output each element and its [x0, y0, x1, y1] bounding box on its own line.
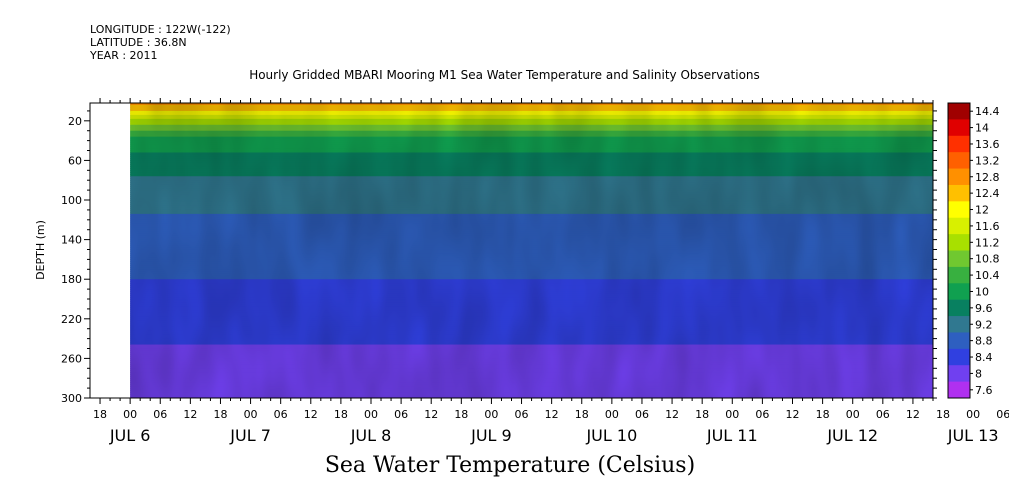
x-axis: 18 00 06 12 18 00 06 12 18 00 06 12 18 00 06 12 18 00 06 12… — [93, 398, 1009, 445]
x-tick-label: 12 — [183, 408, 197, 421]
colorbar-swatch — [948, 332, 970, 350]
colorbar-label: 8.8 — [975, 335, 993, 348]
colorbar-label: 11.2 — [975, 236, 1000, 249]
y-tick-label: 140 — [61, 234, 82, 247]
colorbar-label: 11.6 — [975, 220, 1000, 233]
colorbar-swatch — [948, 152, 970, 170]
x-tick-label: 18 — [816, 408, 830, 421]
x-tick-label: 18 — [454, 408, 468, 421]
y-tick-label: 180 — [61, 273, 82, 286]
x-tick-label: 06 — [153, 408, 167, 421]
colorbar-swatch — [948, 217, 970, 235]
day-label: JUL 6 — [109, 426, 151, 445]
colorbar-swatch — [948, 201, 970, 219]
colorbar-label: 10 — [975, 285, 989, 298]
y-tick-label: 100 — [61, 194, 82, 207]
x-tick-label: 00 — [244, 408, 258, 421]
x-tick-label: 06 — [635, 408, 649, 421]
x-tick-label: 18 — [334, 408, 348, 421]
heatmap-area — [130, 103, 933, 398]
x-tick-label: 06 — [876, 408, 890, 421]
colorbar-label: 13.2 — [975, 154, 1000, 167]
day-label: JUL 11 — [706, 426, 758, 445]
colorbar-swatch — [948, 299, 970, 317]
x-tick-label: 18 — [695, 408, 709, 421]
colorbar-label: 14.4 — [975, 105, 1000, 118]
x-tick-label: 12 — [545, 408, 559, 421]
x-tick-label: 12 — [665, 408, 679, 421]
day-label: JUL 12 — [826, 426, 878, 445]
x-tick-label: 12 — [304, 408, 318, 421]
chart-title: Hourly Gridded MBARI Mooring M1 Sea Wate… — [249, 68, 760, 82]
colorbar-label: 10.4 — [975, 269, 1000, 282]
colorbar-swatch — [948, 119, 970, 137]
colorbar: 14.4 14 13.6 13.2 12.8 12.4 12 11.6 11.2 10.8 10.4… — [947, 102, 1000, 399]
y-tick-label: 300 — [61, 392, 82, 405]
x-tick-label: 00 — [846, 408, 860, 421]
colorbar-label: 8 — [975, 367, 982, 380]
colorbar-swatch — [948, 103, 970, 120]
x-tick-label: 18 — [936, 408, 950, 421]
colorbar-swatch — [948, 266, 970, 284]
x-tick-label: 06 — [274, 408, 288, 421]
colorbar-label: 13.6 — [975, 138, 1000, 151]
colorbar-swatch — [948, 381, 970, 399]
colorbar-swatch — [948, 184, 970, 202]
colorbar-swatch — [948, 168, 970, 186]
colorbar-swatch — [948, 348, 970, 366]
x-tick-label: 12 — [906, 408, 920, 421]
footer-title: Sea Water Temperature (Celsius) — [324, 453, 696, 478]
colorbar-label: 10.8 — [975, 253, 1000, 266]
y-tick-label: 220 — [61, 313, 82, 326]
colorbar-label: 12.8 — [975, 171, 1000, 184]
x-tick-label: 06 — [394, 408, 408, 421]
y-axis: 20 60 100 140 180 220 260 300 — [61, 110, 90, 405]
header-longitude: LONGITUDE : 122W(-122) — [90, 23, 231, 36]
heatmap-texture — [130, 103, 933, 398]
day-label: JUL 7 — [229, 426, 271, 445]
x-tick-label: 00 — [725, 408, 739, 421]
colorbar-swatch — [948, 365, 970, 383]
colorbar-label: 12 — [975, 204, 989, 217]
header-latitude: LATITUDE : 36.8N — [90, 36, 187, 49]
colorbar-swatch — [948, 250, 970, 268]
header-year: YEAR : 2011 — [90, 49, 158, 62]
colorbar-label: 14 — [975, 122, 989, 135]
colorbar-label: 9.6 — [975, 302, 993, 315]
x-tick-label: 06 — [755, 408, 769, 421]
y-tick-label: 260 — [61, 352, 82, 365]
x-tick-label: 18 — [213, 408, 227, 421]
x-tick-label: 18 — [575, 408, 589, 421]
day-label: JUL 8 — [350, 426, 392, 445]
colorbar-label: 9.2 — [975, 318, 993, 331]
x-tick-label: 00 — [605, 408, 619, 421]
colorbar-swatch — [948, 316, 970, 333]
x-tick-label: 00 — [123, 408, 137, 421]
colorbar-label: 12.4 — [975, 187, 1000, 200]
y-tick-label: 20 — [68, 115, 82, 128]
y-axis-label: DEPTH (m) — [34, 220, 47, 280]
x-tick-label: 12 — [424, 408, 438, 421]
x-tick-label: 00 — [484, 408, 498, 421]
colorbar-label: 7.6 — [975, 384, 993, 397]
heatmap-bands — [130, 103, 933, 398]
x-tick-label: 18 — [93, 408, 107, 421]
top-ticks — [99, 98, 934, 103]
colorbar-swatch — [948, 283, 970, 301]
day-label: JUL 9 — [470, 426, 512, 445]
x-tick-label: 00 — [364, 408, 378, 421]
colorbar-swatch — [948, 234, 970, 251]
colorbar-swatch — [948, 135, 970, 153]
y-tick-label: 60 — [68, 154, 82, 167]
colorbar-label: 8.4 — [975, 351, 993, 364]
day-label: JUL 13 — [947, 426, 999, 445]
day-label: JUL 10 — [585, 426, 637, 445]
x-tick-label: 06 — [996, 408, 1009, 421]
x-tick-label: 06 — [515, 408, 529, 421]
x-tick-label: 12 — [786, 408, 800, 421]
colorbar-frame — [947, 102, 971, 399]
x-tick-label: 00 — [966, 408, 980, 421]
right-ticks — [933, 110, 937, 399]
